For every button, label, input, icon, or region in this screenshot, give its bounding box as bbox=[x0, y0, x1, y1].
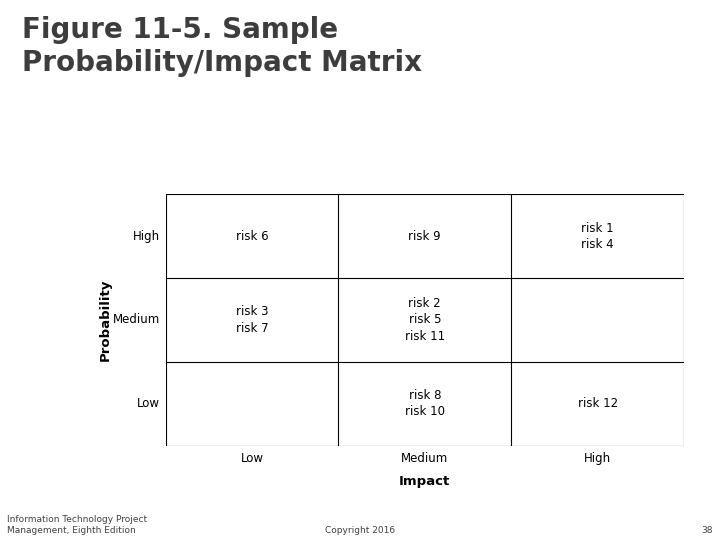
Text: High: High bbox=[132, 230, 160, 243]
Text: risk 1
risk 4: risk 1 risk 4 bbox=[581, 221, 614, 251]
Text: risk 2
risk 5
risk 11: risk 2 risk 5 risk 11 bbox=[405, 297, 445, 343]
Text: Medium: Medium bbox=[112, 313, 160, 327]
Text: Probability: Probability bbox=[99, 279, 112, 361]
Text: Information Technology Project
Management, Eighth Edition: Information Technology Project Managemen… bbox=[7, 515, 148, 535]
Text: Low: Low bbox=[240, 452, 264, 465]
Text: risk 9: risk 9 bbox=[408, 230, 441, 243]
Text: risk 12: risk 12 bbox=[577, 397, 618, 410]
Text: Medium: Medium bbox=[401, 452, 449, 465]
Text: risk 8
risk 10: risk 8 risk 10 bbox=[405, 389, 445, 419]
Text: risk 3
risk 7: risk 3 risk 7 bbox=[235, 305, 269, 335]
Text: Figure 11-5. Sample
Probability/Impact Matrix: Figure 11-5. Sample Probability/Impact M… bbox=[22, 16, 422, 77]
Text: Impact: Impact bbox=[399, 475, 451, 488]
Text: High: High bbox=[584, 452, 611, 465]
Text: Copyright 2016: Copyright 2016 bbox=[325, 525, 395, 535]
Text: Low: Low bbox=[137, 397, 160, 410]
Text: risk 6: risk 6 bbox=[235, 230, 269, 243]
Text: 38: 38 bbox=[701, 525, 713, 535]
